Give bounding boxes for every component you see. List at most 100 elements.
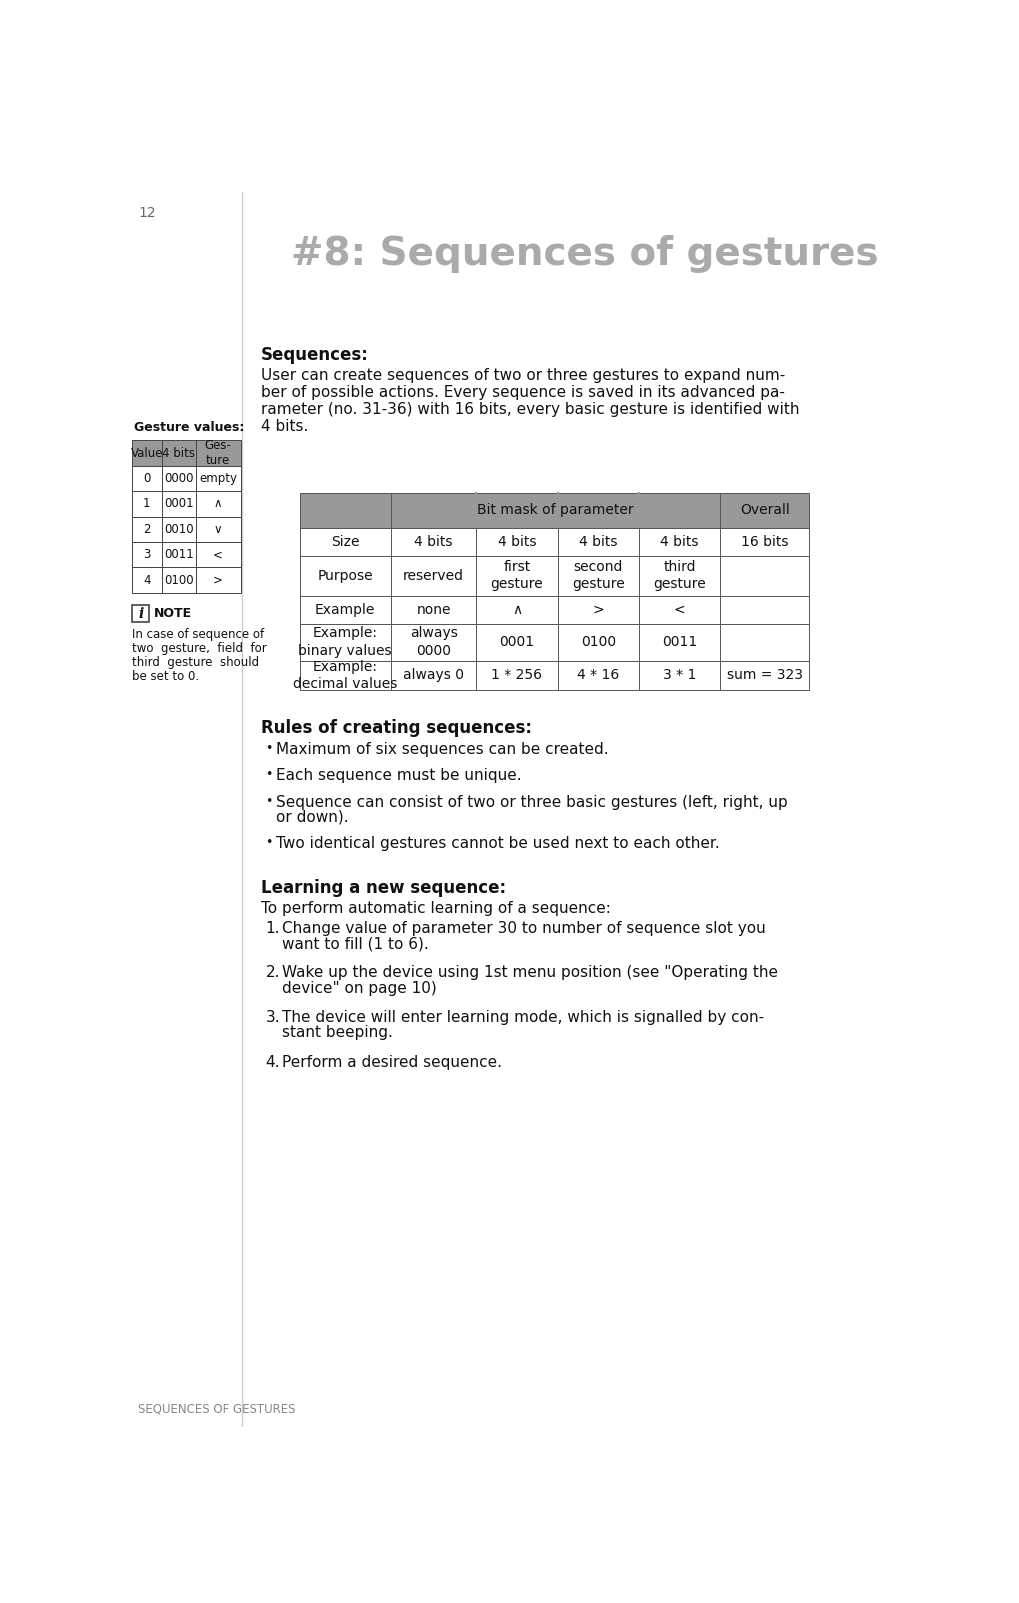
Text: i: i bbox=[138, 606, 143, 620]
Text: #8: Sequences of gestures: #8: Sequences of gestures bbox=[290, 234, 877, 273]
Text: •: • bbox=[265, 768, 272, 781]
Text: sum = 323: sum = 323 bbox=[727, 668, 802, 683]
Text: Example:
decimal values: Example: decimal values bbox=[292, 659, 397, 691]
Text: ∧: ∧ bbox=[512, 603, 522, 617]
Bar bbox=[476, 596, 557, 624]
Bar bbox=[719, 596, 809, 624]
Bar bbox=[557, 492, 638, 527]
Bar bbox=[557, 556, 638, 596]
Text: •: • bbox=[265, 742, 272, 755]
Text: 2.: 2. bbox=[265, 965, 279, 981]
Text: ∨: ∨ bbox=[214, 523, 222, 535]
Bar bbox=[719, 624, 809, 660]
Text: 4 bits: 4 bits bbox=[497, 535, 536, 548]
Text: Example: Example bbox=[315, 603, 375, 617]
Bar bbox=[719, 492, 809, 527]
Bar bbox=[132, 491, 240, 516]
Bar bbox=[390, 660, 476, 689]
Bar bbox=[557, 596, 638, 624]
Text: 3: 3 bbox=[143, 548, 151, 561]
Text: 4 bits: 4 bits bbox=[414, 535, 452, 548]
Text: 0000: 0000 bbox=[164, 471, 194, 486]
Text: be set to 0.: be set to 0. bbox=[132, 670, 199, 683]
Bar bbox=[638, 660, 719, 689]
Text: Ges-
ture: Ges- ture bbox=[205, 439, 231, 466]
Text: 16 bits: 16 bits bbox=[741, 535, 788, 548]
Text: 4 bits: 4 bits bbox=[579, 535, 616, 548]
Text: <: < bbox=[213, 548, 223, 561]
Text: third  gesture  should: third gesture should bbox=[132, 656, 259, 668]
Text: 4: 4 bbox=[143, 574, 151, 587]
Text: empty: empty bbox=[199, 471, 237, 486]
Text: stant beeping.: stant beeping. bbox=[282, 1026, 393, 1040]
Text: <: < bbox=[674, 603, 685, 617]
Bar bbox=[300, 492, 390, 527]
Bar bbox=[132, 516, 240, 542]
Bar bbox=[476, 660, 557, 689]
Text: always
0000: always 0000 bbox=[410, 627, 458, 657]
Text: first
gesture: first gesture bbox=[490, 559, 543, 592]
Text: none: none bbox=[416, 603, 450, 617]
Text: or down).: or down). bbox=[276, 810, 348, 826]
Text: >: > bbox=[592, 603, 603, 617]
Text: Rules of creating sequences:: Rules of creating sequences: bbox=[261, 720, 531, 737]
Bar bbox=[300, 556, 390, 596]
Bar bbox=[132, 567, 240, 593]
Text: Change value of parameter 30 to number of sequence slot you: Change value of parameter 30 to number o… bbox=[282, 920, 765, 936]
Bar bbox=[390, 596, 476, 624]
Text: third
gesture: third gesture bbox=[653, 559, 705, 592]
Bar bbox=[390, 492, 476, 527]
Text: Maximum of six sequences can be created.: Maximum of six sequences can be created. bbox=[276, 742, 608, 757]
Text: To perform automatic learning of a sequence:: To perform automatic learning of a seque… bbox=[261, 901, 610, 915]
Bar bbox=[132, 441, 240, 466]
Text: SEQUENCES OF GESTURES: SEQUENCES OF GESTURES bbox=[139, 1403, 296, 1415]
Bar bbox=[476, 527, 557, 556]
Bar bbox=[638, 596, 719, 624]
Bar bbox=[476, 492, 557, 527]
Bar bbox=[719, 660, 809, 689]
Text: 1.: 1. bbox=[265, 920, 279, 936]
Text: Bit mask of parameter: Bit mask of parameter bbox=[477, 503, 634, 518]
Text: 0001: 0001 bbox=[164, 497, 194, 510]
Text: want to fill (1 to 6).: want to fill (1 to 6). bbox=[282, 936, 429, 951]
Bar bbox=[557, 660, 638, 689]
Text: 4 * 16: 4 * 16 bbox=[577, 668, 619, 683]
Bar bbox=[557, 624, 638, 660]
Bar bbox=[719, 556, 809, 596]
Text: two  gesture,  field  for: two gesture, field for bbox=[132, 643, 267, 656]
Bar bbox=[476, 556, 557, 596]
Bar bbox=[638, 556, 719, 596]
Text: 4 bits: 4 bits bbox=[162, 447, 195, 460]
Text: Wake up the device using 1st menu position (see "Operating the: Wake up the device using 1st menu positi… bbox=[282, 965, 777, 981]
Bar bbox=[132, 604, 149, 622]
Text: Sequences:: Sequences: bbox=[261, 346, 368, 364]
Text: 0001: 0001 bbox=[499, 635, 534, 649]
Text: Each sequence must be unique.: Each sequence must be unique. bbox=[276, 768, 522, 784]
Text: 0: 0 bbox=[143, 471, 151, 486]
Text: In case of sequence of: In case of sequence of bbox=[132, 628, 264, 641]
Text: second
gesture: second gesture bbox=[572, 559, 624, 592]
Text: ber of possible actions. Every sequence is saved in its advanced pa-: ber of possible actions. Every sequence … bbox=[261, 385, 784, 399]
Text: >: > bbox=[213, 574, 223, 587]
Text: device" on page 10): device" on page 10) bbox=[282, 981, 437, 995]
Text: 0100: 0100 bbox=[580, 635, 615, 649]
Bar bbox=[132, 466, 240, 491]
Text: 0011: 0011 bbox=[661, 635, 697, 649]
Text: 2: 2 bbox=[143, 523, 151, 535]
Bar bbox=[557, 527, 638, 556]
Text: 3 * 1: 3 * 1 bbox=[662, 668, 696, 683]
Text: 0100: 0100 bbox=[164, 574, 194, 587]
Text: Overall: Overall bbox=[740, 503, 789, 518]
Text: Two identical gestures cannot be used next to each other.: Two identical gestures cannot be used ne… bbox=[276, 837, 719, 851]
Bar bbox=[390, 556, 476, 596]
Text: 3.: 3. bbox=[265, 1010, 280, 1024]
Text: 1: 1 bbox=[143, 497, 151, 510]
Text: Purpose: Purpose bbox=[317, 569, 373, 583]
Text: Value: Value bbox=[130, 447, 163, 460]
Bar bbox=[390, 624, 476, 660]
Text: reserved: reserved bbox=[403, 569, 464, 583]
Bar bbox=[390, 527, 476, 556]
Text: 4 bits.: 4 bits. bbox=[261, 418, 308, 434]
Text: Size: Size bbox=[331, 535, 359, 548]
Text: •: • bbox=[265, 795, 272, 808]
